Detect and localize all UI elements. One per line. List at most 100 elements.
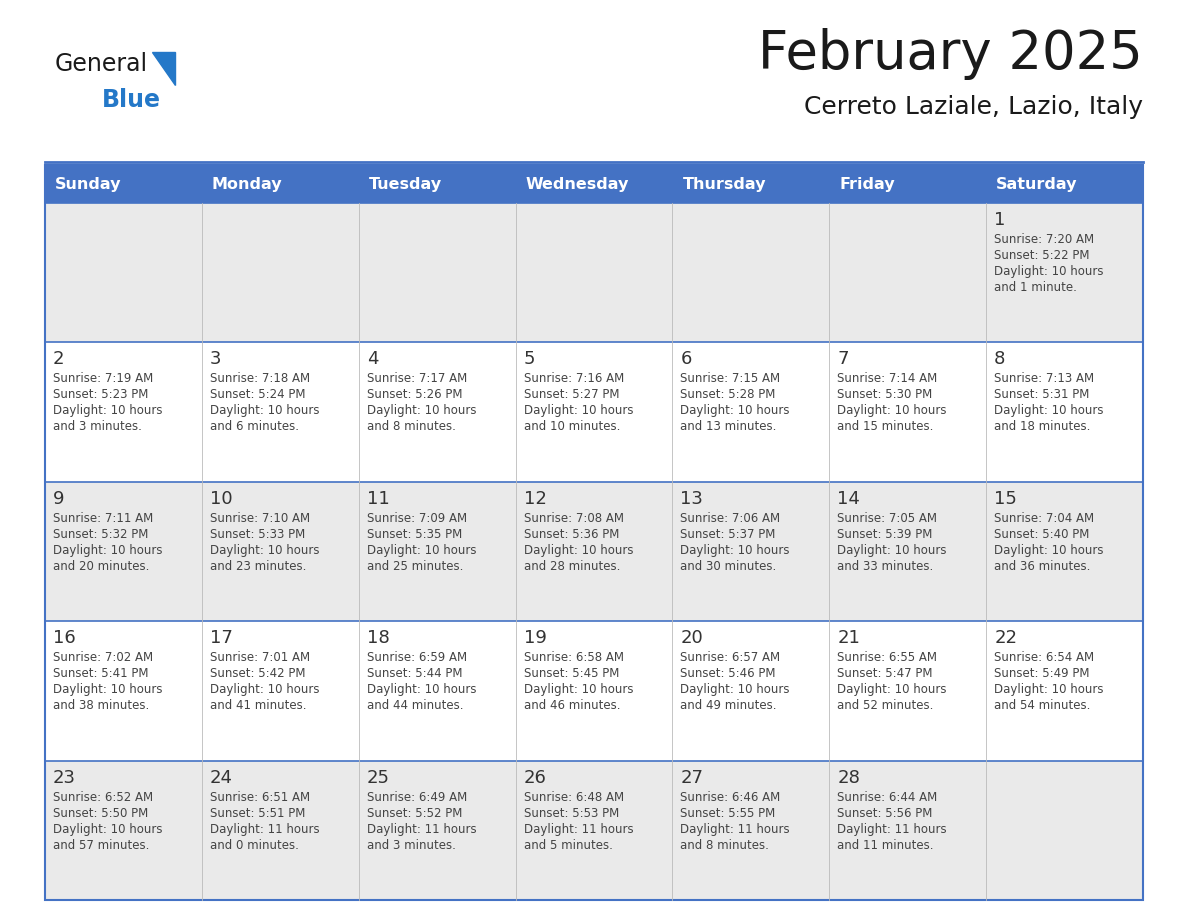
Text: Sunrise: 6:48 AM: Sunrise: 6:48 AM xyxy=(524,790,624,803)
Text: and 54 minutes.: and 54 minutes. xyxy=(994,700,1091,712)
Text: Sunset: 5:23 PM: Sunset: 5:23 PM xyxy=(53,388,148,401)
Text: Sunrise: 7:20 AM: Sunrise: 7:20 AM xyxy=(994,233,1094,246)
Text: Daylight: 10 hours: Daylight: 10 hours xyxy=(524,683,633,696)
Text: and 44 minutes.: and 44 minutes. xyxy=(367,700,463,712)
Text: Sunset: 5:46 PM: Sunset: 5:46 PM xyxy=(681,667,776,680)
Text: Daylight: 10 hours: Daylight: 10 hours xyxy=(681,683,790,696)
Text: 23: 23 xyxy=(53,768,76,787)
Text: Sunrise: 6:49 AM: Sunrise: 6:49 AM xyxy=(367,790,467,803)
Text: Daylight: 10 hours: Daylight: 10 hours xyxy=(994,265,1104,278)
Text: Sunrise: 6:55 AM: Sunrise: 6:55 AM xyxy=(838,651,937,665)
Text: 27: 27 xyxy=(681,768,703,787)
Bar xyxy=(202,165,359,203)
Text: Sunrise: 7:01 AM: Sunrise: 7:01 AM xyxy=(210,651,310,665)
Bar xyxy=(45,203,1143,342)
Text: Sunset: 5:41 PM: Sunset: 5:41 PM xyxy=(53,667,148,680)
Text: and 23 minutes.: and 23 minutes. xyxy=(210,560,307,573)
Text: Sunrise: 7:09 AM: Sunrise: 7:09 AM xyxy=(367,512,467,525)
Text: 2: 2 xyxy=(53,351,64,368)
Bar xyxy=(45,165,202,203)
Text: 15: 15 xyxy=(994,490,1017,508)
Text: Daylight: 10 hours: Daylight: 10 hours xyxy=(367,543,476,557)
Text: 10: 10 xyxy=(210,490,233,508)
Text: Sunset: 5:33 PM: Sunset: 5:33 PM xyxy=(210,528,305,541)
Text: Sunset: 5:55 PM: Sunset: 5:55 PM xyxy=(681,807,776,820)
Text: Sunset: 5:30 PM: Sunset: 5:30 PM xyxy=(838,388,933,401)
Text: Daylight: 10 hours: Daylight: 10 hours xyxy=(994,543,1104,557)
Bar xyxy=(829,165,986,203)
Bar xyxy=(986,165,1143,203)
Text: Sunrise: 7:08 AM: Sunrise: 7:08 AM xyxy=(524,512,624,525)
Text: 7: 7 xyxy=(838,351,848,368)
Text: Blue: Blue xyxy=(102,88,162,112)
Text: Sunset: 5:40 PM: Sunset: 5:40 PM xyxy=(994,528,1089,541)
Text: Sunset: 5:56 PM: Sunset: 5:56 PM xyxy=(838,807,933,820)
Text: Friday: Friday xyxy=(839,176,895,192)
Text: Daylight: 10 hours: Daylight: 10 hours xyxy=(838,543,947,557)
Text: Sunrise: 7:04 AM: Sunrise: 7:04 AM xyxy=(994,512,1094,525)
Text: Sunset: 5:45 PM: Sunset: 5:45 PM xyxy=(524,667,619,680)
Text: 13: 13 xyxy=(681,490,703,508)
Text: Daylight: 10 hours: Daylight: 10 hours xyxy=(524,405,633,418)
Text: Sunset: 5:36 PM: Sunset: 5:36 PM xyxy=(524,528,619,541)
Text: 26: 26 xyxy=(524,768,546,787)
Text: Sunrise: 7:18 AM: Sunrise: 7:18 AM xyxy=(210,373,310,386)
Text: 21: 21 xyxy=(838,629,860,647)
Text: Sunset: 5:53 PM: Sunset: 5:53 PM xyxy=(524,807,619,820)
Text: and 15 minutes.: and 15 minutes. xyxy=(838,420,934,433)
Text: 4: 4 xyxy=(367,351,378,368)
Text: and 8 minutes.: and 8 minutes. xyxy=(681,839,770,852)
Text: and 30 minutes.: and 30 minutes. xyxy=(681,560,777,573)
Text: 11: 11 xyxy=(367,490,390,508)
Text: and 28 minutes.: and 28 minutes. xyxy=(524,560,620,573)
Text: Daylight: 10 hours: Daylight: 10 hours xyxy=(838,405,947,418)
Text: and 3 minutes.: and 3 minutes. xyxy=(367,839,455,852)
Text: February 2025: February 2025 xyxy=(758,28,1143,80)
Text: and 3 minutes.: and 3 minutes. xyxy=(53,420,141,433)
Text: and 11 minutes.: and 11 minutes. xyxy=(838,839,934,852)
Text: Sunset: 5:42 PM: Sunset: 5:42 PM xyxy=(210,667,305,680)
Text: Sunset: 5:22 PM: Sunset: 5:22 PM xyxy=(994,249,1089,262)
Text: Sunrise: 7:06 AM: Sunrise: 7:06 AM xyxy=(681,512,781,525)
Text: Monday: Monday xyxy=(211,176,283,192)
Text: Daylight: 10 hours: Daylight: 10 hours xyxy=(53,683,163,696)
Text: Sunset: 5:37 PM: Sunset: 5:37 PM xyxy=(681,528,776,541)
Text: and 1 minute.: and 1 minute. xyxy=(994,281,1078,294)
Text: 1: 1 xyxy=(994,211,1005,229)
Text: Sunset: 5:32 PM: Sunset: 5:32 PM xyxy=(53,528,148,541)
Text: Daylight: 10 hours: Daylight: 10 hours xyxy=(53,543,163,557)
Text: Sunset: 5:27 PM: Sunset: 5:27 PM xyxy=(524,388,619,401)
Bar xyxy=(45,165,1143,900)
Text: and 10 minutes.: and 10 minutes. xyxy=(524,420,620,433)
Text: Sunrise: 7:02 AM: Sunrise: 7:02 AM xyxy=(53,651,153,665)
Text: and 49 minutes.: and 49 minutes. xyxy=(681,700,777,712)
Text: Thursday: Thursday xyxy=(682,176,766,192)
Text: 3: 3 xyxy=(210,351,221,368)
Text: Sunrise: 6:58 AM: Sunrise: 6:58 AM xyxy=(524,651,624,665)
Text: and 36 minutes.: and 36 minutes. xyxy=(994,560,1091,573)
Text: Daylight: 10 hours: Daylight: 10 hours xyxy=(681,405,790,418)
Text: Sunrise: 7:11 AM: Sunrise: 7:11 AM xyxy=(53,512,153,525)
Text: Sunrise: 6:52 AM: Sunrise: 6:52 AM xyxy=(53,790,153,803)
Text: Sunrise: 7:15 AM: Sunrise: 7:15 AM xyxy=(681,373,781,386)
Polygon shape xyxy=(152,52,175,85)
Text: 22: 22 xyxy=(994,629,1017,647)
Text: and 52 minutes.: and 52 minutes. xyxy=(838,700,934,712)
Text: Sunset: 5:52 PM: Sunset: 5:52 PM xyxy=(367,807,462,820)
Bar xyxy=(45,621,1143,761)
Text: Daylight: 11 hours: Daylight: 11 hours xyxy=(367,823,476,835)
Text: Daylight: 10 hours: Daylight: 10 hours xyxy=(367,683,476,696)
Text: 17: 17 xyxy=(210,629,233,647)
Text: Wednesday: Wednesday xyxy=(525,176,628,192)
Text: and 38 minutes.: and 38 minutes. xyxy=(53,700,150,712)
Text: and 18 minutes.: and 18 minutes. xyxy=(994,420,1091,433)
Text: and 6 minutes.: and 6 minutes. xyxy=(210,420,299,433)
Text: 5: 5 xyxy=(524,351,535,368)
Text: 28: 28 xyxy=(838,768,860,787)
Text: Sunset: 5:28 PM: Sunset: 5:28 PM xyxy=(681,388,776,401)
Text: Daylight: 10 hours: Daylight: 10 hours xyxy=(838,683,947,696)
Text: Sunset: 5:31 PM: Sunset: 5:31 PM xyxy=(994,388,1089,401)
Text: Daylight: 10 hours: Daylight: 10 hours xyxy=(524,543,633,557)
Text: Sunrise: 6:57 AM: Sunrise: 6:57 AM xyxy=(681,651,781,665)
Text: Daylight: 10 hours: Daylight: 10 hours xyxy=(210,683,320,696)
